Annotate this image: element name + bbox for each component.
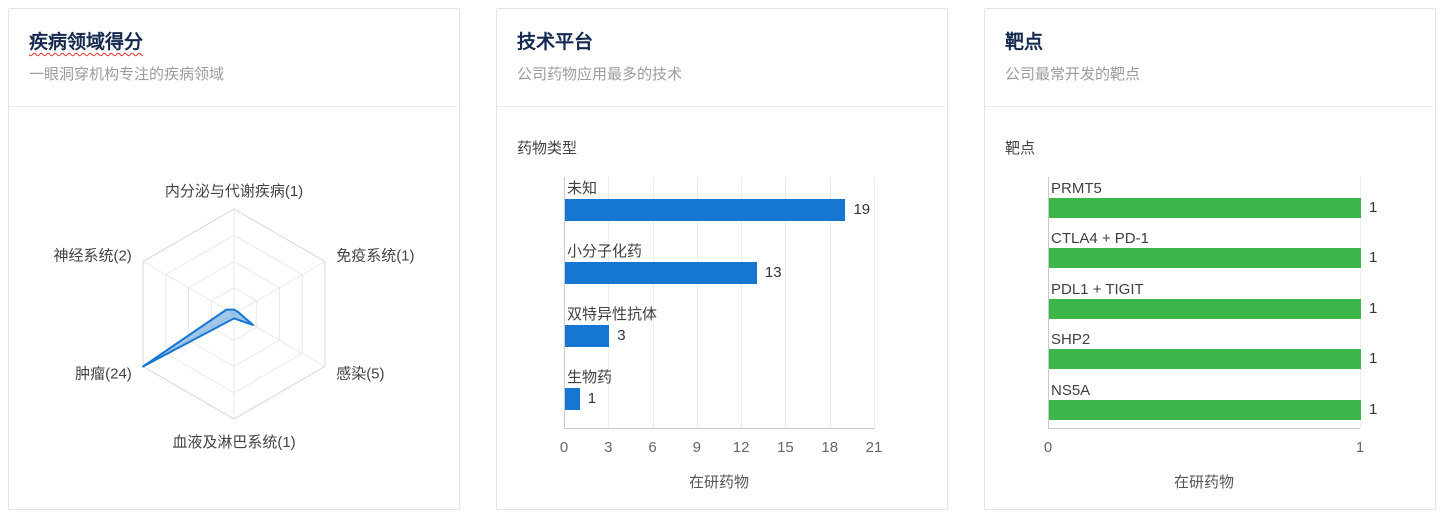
radar-axis-label: 神经系统(2) bbox=[53, 247, 131, 264]
radar-axis-label: 内分泌与代谢疾病(1) bbox=[165, 183, 303, 200]
bar[interactable] bbox=[1049, 298, 1361, 319]
bar-value-label: 13 bbox=[764, 264, 782, 281]
tech-platform-bar-chart[interactable]: 药物类型 未知 19 小分子化药 13 双特异性抗体 3 生物药 1 0 3 6 9 12 15 18 21 在研… bbox=[497, 107, 947, 514]
bar-row: 未知 19 bbox=[565, 179, 944, 242]
bar-row: 生物药 1 bbox=[565, 368, 944, 431]
card-target: 靶点 公司最常开发的靶点 靶点 PRMT5 1 CTLA4 + PD-1 1 PDL1 +… bbox=[984, 8, 1436, 510]
radar-axis-label: 肿瘤(24) bbox=[75, 365, 132, 382]
bar-category-label: 生物药 bbox=[567, 369, 613, 386]
bar[interactable] bbox=[1049, 349, 1361, 370]
bar-value-label: 3 bbox=[617, 327, 626, 344]
card-tech-platform: 技术平台 公司药物应用最多的技术 药物类型 未知 19 小分子化药 13 双特异性抗体 3 生… bbox=[496, 8, 948, 510]
gridline bbox=[785, 177, 787, 428]
bar-category-label: 未知 bbox=[567, 180, 598, 197]
disease-area-radar-chart[interactable]: 内分泌与代谢疾病(1) 免疫系统(1) 感染(5) 血液及淋巴系统(1) 肿瘤(24) 神… bbox=[9, 107, 459, 514]
bar-value-label: 1 bbox=[1369, 400, 1378, 418]
card-header-target: 靶点 公司最常开发的靶点 bbox=[985, 9, 1435, 107]
x-tick-label: 3 bbox=[604, 439, 613, 456]
x-tick-label: 0 bbox=[1043, 439, 1053, 456]
bar[interactable] bbox=[565, 199, 846, 221]
bar-value-label: 1 bbox=[587, 390, 597, 407]
gridline bbox=[741, 177, 743, 428]
bar[interactable] bbox=[1049, 248, 1361, 269]
bar-category-label: 双特异性抗体 bbox=[567, 306, 658, 323]
x-axis-label: 在研药物 bbox=[1173, 474, 1235, 491]
bar-value-label: 1 bbox=[1369, 350, 1378, 368]
radar-axis-label: 免疫系统(1) bbox=[336, 247, 414, 264]
x-tick-label: 12 bbox=[732, 439, 750, 456]
bar-value-label: 1 bbox=[1369, 199, 1378, 216]
radar-axis-label: 血液及淋巴系统(1) bbox=[172, 434, 295, 451]
bar-row: 双特异性抗体 3 bbox=[565, 305, 944, 368]
bar-category-label: 小分子化药 bbox=[567, 243, 643, 260]
card-subtitle-tech-platform: 公司药物应用最多的技术 bbox=[517, 66, 683, 83]
bar-category-label: CTLA4 + PD-1 bbox=[1051, 230, 1149, 248]
card-title-tech-platform: 技术平台 bbox=[517, 32, 594, 53]
plot-area: PRMT5 1 CTLA4 + PD-1 1 PDL1 + TIGIT 1 SHP2 1 NS5… bbox=[1048, 177, 1377, 429]
card-disease-area-score: 疾病领域得分 一眼洞穿机构专注的疾病领域 内分泌与代谢疾病(1) 免疫系统(1) 感… bbox=[8, 8, 460, 510]
y-axis-title: 药物类型 bbox=[517, 140, 578, 157]
radar-svg: 内分泌与代谢疾病(1) 免疫系统(1) 感染(5) 血液及淋巴系统(1) 肿瘤(24) 神… bbox=[53, 183, 414, 451]
x-tick-label: 0 bbox=[559, 439, 569, 456]
gridline bbox=[696, 177, 698, 428]
card-subtitle-target: 公司最常开发的靶点 bbox=[1005, 66, 1141, 83]
plot-area: 未知 19 小分子化药 13 双特异性抗体 3 生物药 1 bbox=[564, 177, 875, 429]
bar-row: SHP2 1 bbox=[1049, 330, 1430, 380]
bar[interactable] bbox=[1049, 399, 1361, 420]
radar-axis-line bbox=[142, 261, 235, 315]
bar-row: PDL1 + TIGIT 1 bbox=[1049, 280, 1430, 330]
gridline bbox=[608, 177, 610, 428]
bar-category-label: PDL1 + TIGIT bbox=[1051, 280, 1144, 298]
card-subtitle-disease-area: 一眼洞穿机构专注的疾病领域 bbox=[29, 66, 225, 83]
bar-value-label: 1 bbox=[1369, 249, 1378, 267]
target-bar-chart[interactable]: 靶点 PRMT5 1 CTLA4 + PD-1 1 PDL1 + TIGIT 1 SHP2 1 N… bbox=[985, 107, 1435, 514]
card-header-disease-area: 疾病领域得分 一眼洞穿机构专注的疾病领域 bbox=[9, 9, 459, 107]
bar-value-label: 1 bbox=[1369, 299, 1378, 317]
gridline bbox=[874, 177, 875, 428]
x-tick-label: 6 bbox=[648, 439, 657, 456]
x-tick-label: 18 bbox=[821, 439, 839, 456]
bar-row: NS5A 1 bbox=[1049, 381, 1430, 431]
radar-series-polygon[interactable] bbox=[142, 308, 254, 368]
bar-row: CTLA4 + PD-1 1 bbox=[1049, 229, 1430, 279]
x-tick-label: 9 bbox=[692, 439, 702, 456]
gridline bbox=[829, 177, 831, 428]
radar-axis-label: 感染(5) bbox=[336, 365, 384, 382]
bar[interactable] bbox=[565, 325, 610, 347]
bar[interactable] bbox=[565, 262, 757, 284]
card-header-tech-platform: 技术平台 公司药物应用最多的技术 bbox=[497, 9, 947, 107]
bar-value-label: 19 bbox=[853, 201, 871, 218]
x-tick-label: 1 bbox=[1355, 439, 1365, 456]
x-axis-label: 在研药物 bbox=[688, 474, 750, 491]
bar-row: 小分子化药 13 bbox=[565, 242, 944, 305]
y-axis-title: 靶点 bbox=[1005, 140, 1036, 157]
bar-category-label: NS5A bbox=[1051, 381, 1091, 399]
bar[interactable] bbox=[565, 388, 580, 410]
card-title-disease-area: 疾病领域得分 bbox=[29, 32, 144, 53]
card-title-target: 靶点 bbox=[1005, 32, 1044, 53]
bar-row: PRMT5 1 bbox=[1049, 179, 1430, 229]
bar-category-label: PRMT5 bbox=[1051, 180, 1102, 197]
radar-axis-line bbox=[233, 261, 326, 315]
bar[interactable] bbox=[1049, 198, 1361, 218]
x-tick-label: 15 bbox=[777, 439, 794, 456]
x-tick-label: 21 bbox=[865, 439, 883, 456]
bar-category-label: SHP2 bbox=[1051, 331, 1091, 349]
gridline bbox=[652, 177, 654, 428]
